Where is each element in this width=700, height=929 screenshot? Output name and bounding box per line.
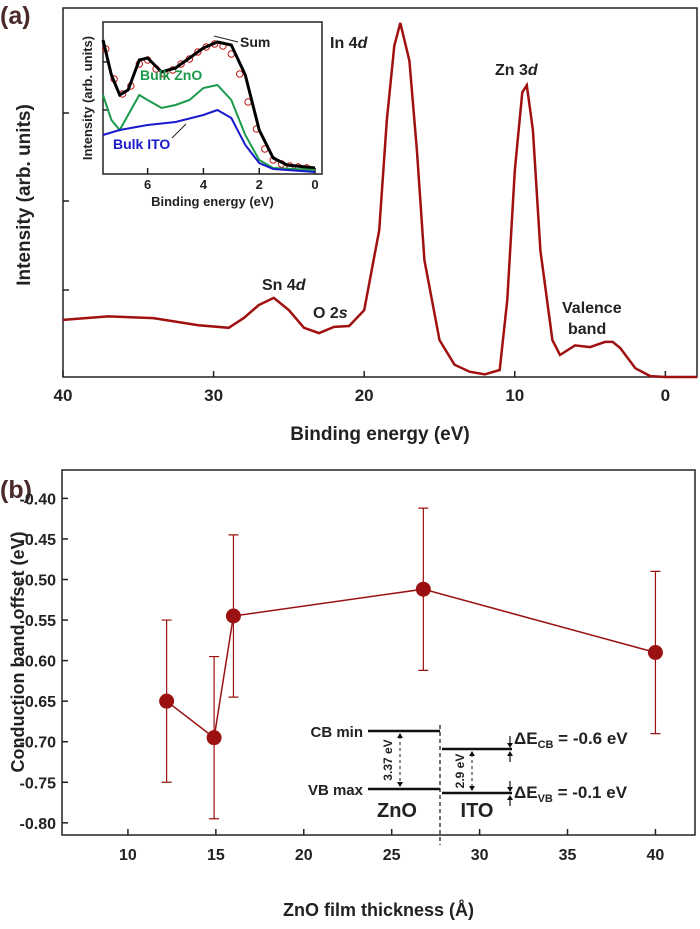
- peak-label: In 4d: [330, 35, 369, 52]
- series-label: Bulk ITO: [113, 136, 170, 152]
- x-tick-label: 30: [204, 386, 223, 405]
- x-tick-label: 25: [383, 847, 401, 864]
- peak-label: Valence: [562, 300, 622, 317]
- data-point: [206, 730, 222, 746]
- y-tick-label: -0.70: [20, 735, 57, 752]
- series-label: Bulk ZnO: [140, 67, 202, 83]
- arrow-head: [507, 743, 513, 748]
- peak-label-italic: d: [296, 277, 307, 294]
- data-point: [194, 48, 202, 56]
- peak-label-text: In 4: [330, 35, 358, 52]
- x-tick-label: 30: [471, 847, 489, 864]
- leader-line: [213, 35, 239, 43]
- x-axis-label: Binding energy (eV): [290, 424, 469, 445]
- panel-label: (a): [0, 2, 31, 30]
- x-tick-label: 2: [256, 177, 263, 192]
- peak-label-text: Valence: [562, 300, 622, 317]
- data-point: [236, 70, 244, 78]
- x-tick-label: 10: [119, 847, 137, 864]
- series-line: [102, 83, 316, 171]
- y-tick-label: -0.65: [20, 694, 57, 711]
- peak-label: Zn 3d: [495, 62, 539, 79]
- x-tick-label: 40: [647, 847, 665, 864]
- offset-label: ΔECB = -0.6 eV: [514, 729, 628, 751]
- peak-label-italic: d: [358, 35, 369, 52]
- offset-main: ΔE: [514, 783, 538, 802]
- peak-label: Sn 4d: [262, 277, 307, 294]
- y-tick-label: -0.75: [20, 775, 57, 792]
- arrow-head: [507, 751, 513, 756]
- peak-label-text: O 2: [313, 305, 339, 322]
- material-label: ZnO: [377, 800, 417, 822]
- y-tick-label: -0.55: [20, 613, 57, 630]
- arrow-head: [469, 751, 475, 756]
- arrow-head: [507, 795, 513, 800]
- material-label: ITO: [461, 800, 494, 822]
- arrow-head: [507, 787, 513, 792]
- plot-frame: [102, 21, 323, 175]
- x-tick-label: 4: [200, 177, 208, 192]
- x-tick-label: 15: [207, 847, 225, 864]
- x-axis-label: Binding energy (eV): [151, 194, 274, 209]
- data-point: [177, 60, 185, 68]
- level-label: CB min: [311, 724, 364, 741]
- y-axis-label: Intensity (arb. units): [14, 104, 35, 286]
- peak-label-italic: d: [528, 62, 539, 79]
- peak-label: band: [568, 321, 606, 338]
- arrow-head: [397, 782, 403, 787]
- connect-line: [166, 588, 656, 740]
- data-point: [225, 608, 241, 624]
- peak-label-italic: s: [339, 305, 348, 322]
- series-line: [102, 108, 316, 173]
- x-tick-label: 20: [295, 847, 313, 864]
- series-line: [101, 39, 316, 170]
- peak-label-text: band: [568, 321, 606, 338]
- offset-sub: VB: [538, 793, 553, 805]
- offset-sub: CB: [538, 739, 554, 751]
- arrow-head: [469, 786, 475, 791]
- data-point: [647, 645, 663, 660]
- y-tick-label: -0.60: [20, 654, 57, 671]
- data-point: [415, 581, 431, 597]
- y-tick-label: -0.80: [20, 816, 57, 833]
- plot-frame: [61, 469, 696, 836]
- y-axis-label: Conduction band offset (eV): [8, 532, 28, 773]
- peak-label-text: Zn 3: [495, 62, 528, 79]
- offset-rest: = -0.6 eV: [553, 729, 628, 748]
- peak-label-text: Sn 4: [262, 277, 296, 294]
- plot-frame: [62, 7, 698, 378]
- leader-line: [171, 123, 187, 139]
- offset-main: ΔE: [514, 729, 538, 748]
- x-tick-label: 20: [355, 386, 374, 405]
- data-point: [159, 693, 175, 709]
- level-label: VB max: [308, 782, 364, 799]
- y-tick-label: -0.40: [20, 491, 57, 508]
- gap-label: 3.37 eV: [381, 739, 395, 780]
- y-tick-label: -0.50: [20, 573, 57, 590]
- x-axis-label: ZnO film thickness (Å): [283, 900, 474, 920]
- spectrum-line: [62, 22, 697, 379]
- gap-label: 2.9 eV: [453, 754, 467, 789]
- peak-label: O 2s: [313, 305, 348, 322]
- offset-rest: = -0.1 eV: [553, 783, 628, 802]
- y-axis-label: Intensity (arb. units): [80, 36, 95, 160]
- series-label: Sum: [240, 34, 270, 50]
- x-tick-label: 0: [311, 177, 318, 192]
- x-tick-label: 0: [661, 386, 670, 405]
- x-tick-label: 35: [559, 847, 577, 864]
- offset-label: ΔEVB = -0.1 eV: [514, 783, 628, 805]
- x-tick-label: 10: [505, 386, 524, 405]
- y-tick-label: -0.45: [20, 532, 57, 549]
- x-tick-label: 40: [54, 386, 73, 405]
- panel-label: (b): [0, 476, 32, 504]
- arrow-head: [397, 733, 403, 738]
- x-tick-label: 6: [144, 177, 151, 192]
